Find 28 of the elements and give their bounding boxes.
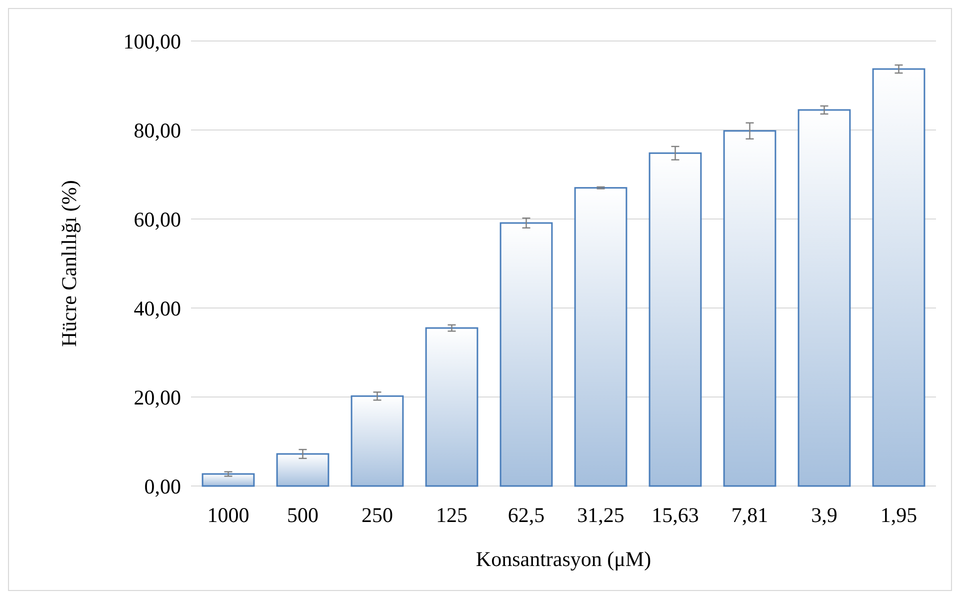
x-tick-label: 62,5: [508, 503, 545, 527]
bar: [872, 68, 926, 487]
x-tick-label: 250: [362, 503, 393, 527]
bar: [500, 222, 553, 487]
y-tick-label: 20,00: [134, 385, 181, 410]
y-axis-title: Hücre Canlılığı (%): [57, 180, 81, 347]
bar: [648, 152, 702, 487]
x-tick-label: 500: [287, 503, 318, 527]
bar: [202, 473, 255, 487]
y-tick-label: 60,00: [134, 207, 181, 232]
y-tick-label: 80,00: [134, 118, 181, 142]
y-tick-label: 40,00: [134, 296, 181, 320]
bar: [350, 395, 404, 487]
x-tick-label: 15,63: [652, 503, 699, 527]
bar: [574, 187, 628, 487]
x-tick-label: 31,25: [577, 503, 624, 527]
bar: [798, 109, 851, 487]
bar: [276, 453, 330, 487]
x-tick-label: 1,95: [880, 503, 918, 527]
x-tick-label: 125: [436, 503, 468, 527]
x-tick-label: 3,9: [811, 503, 838, 527]
y-tick-label: 100,00: [123, 29, 181, 54]
x-axis-title: Konsantrasyon (μM): [476, 547, 652, 571]
x-tick-label: 1000: [207, 503, 250, 527]
x-tick-label: 7,81: [731, 503, 768, 527]
bar: [425, 327, 478, 487]
bar: [723, 130, 776, 487]
y-tick-label: 0,00: [144, 474, 181, 498]
